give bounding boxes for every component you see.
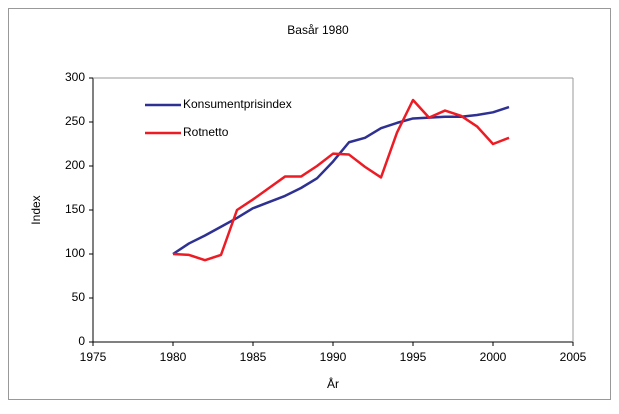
- series-line: [172, 105, 510, 256]
- x-tick-label: 1990: [320, 350, 347, 364]
- legend-label: Rotnetto: [183, 125, 229, 139]
- x-tick-label: 1975: [80, 350, 107, 364]
- x-tick-label: 2000: [480, 350, 507, 364]
- series-line: [172, 98, 510, 262]
- x-tick-label: 2005: [560, 350, 587, 364]
- y-tick-label: 300: [65, 70, 85, 84]
- y-tick-label: 250: [65, 114, 85, 128]
- chart-border: [8, 8, 611, 400]
- y-tick-label: 100: [65, 246, 85, 260]
- x-tick-label: 1995: [400, 350, 427, 364]
- y-tick-label: 200: [65, 158, 85, 172]
- y-axis-label: Index: [29, 195, 43, 224]
- y-tick-label: 50: [72, 290, 86, 304]
- x-axis-label: År: [327, 376, 339, 391]
- x-tick-label: 1980: [160, 350, 187, 364]
- y-tick-label: 0: [78, 334, 85, 348]
- y-tick-label: 150: [65, 202, 85, 216]
- legend-label: Konsumentprisindex: [183, 97, 292, 111]
- x-tick-label: 1985: [240, 350, 267, 364]
- chart-title: Basår 1980: [287, 23, 349, 37]
